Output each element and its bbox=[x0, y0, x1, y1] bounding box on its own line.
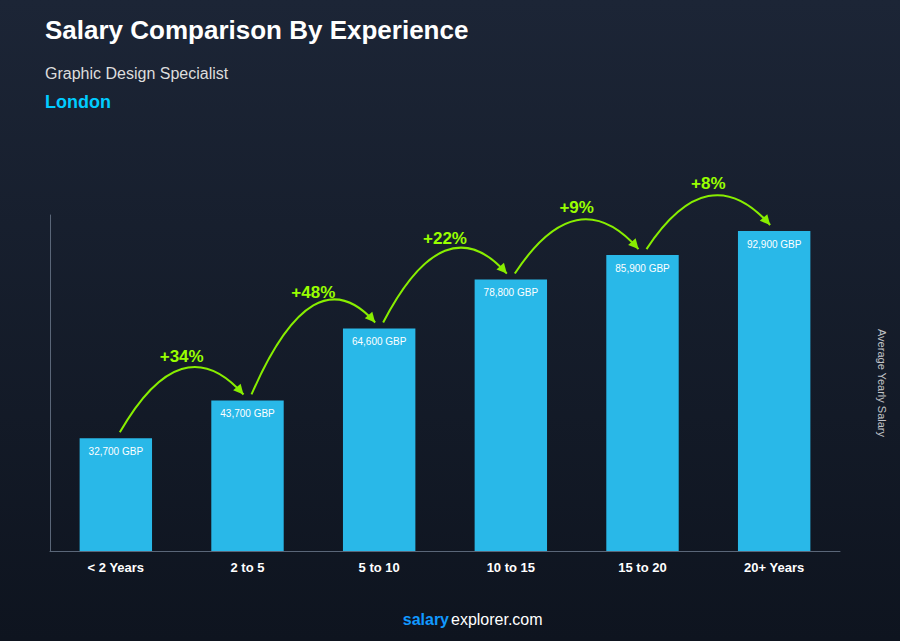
svg-text:+9%: +9% bbox=[559, 198, 594, 217]
svg-text:2 to 5: 2 to 5 bbox=[231, 560, 265, 575]
svg-text:64,600 GBP: 64,600 GBP bbox=[352, 336, 407, 347]
svg-text:explorer.com: explorer.com bbox=[451, 611, 543, 628]
svg-text:10 to 15: 10 to 15 bbox=[487, 560, 535, 575]
svg-text:20+ Years: 20+ Years bbox=[744, 560, 804, 575]
svg-text:78,800 GBP: 78,800 GBP bbox=[484, 287, 539, 298]
svg-text:92,900 GBP: 92,900 GBP bbox=[747, 239, 802, 250]
svg-text:+48%: +48% bbox=[291, 283, 335, 302]
svg-text:32,700 GBP: 32,700 GBP bbox=[89, 446, 144, 457]
svg-text:Average Yearly Salary: Average Yearly Salary bbox=[876, 329, 888, 438]
svg-text:salary: salary bbox=[403, 611, 449, 628]
svg-text:< 2 Years: < 2 Years bbox=[88, 560, 145, 575]
svg-text:85,900 GBP: 85,900 GBP bbox=[615, 263, 670, 274]
svg-text:+34%: +34% bbox=[160, 347, 204, 366]
svg-text:5 to 10: 5 to 10 bbox=[359, 560, 400, 575]
svg-text:+8%: +8% bbox=[691, 174, 726, 193]
svg-text:+22%: +22% bbox=[423, 229, 467, 248]
svg-text:Graphic Design Specialist: Graphic Design Specialist bbox=[45, 65, 229, 82]
svg-text:15 to 20: 15 to 20 bbox=[618, 560, 666, 575]
svg-text:43,700 GBP: 43,700 GBP bbox=[220, 408, 275, 419]
svg-text:Salary Comparison By Experienc: Salary Comparison By Experience bbox=[45, 15, 468, 45]
svg-text:London: London bbox=[45, 92, 111, 112]
